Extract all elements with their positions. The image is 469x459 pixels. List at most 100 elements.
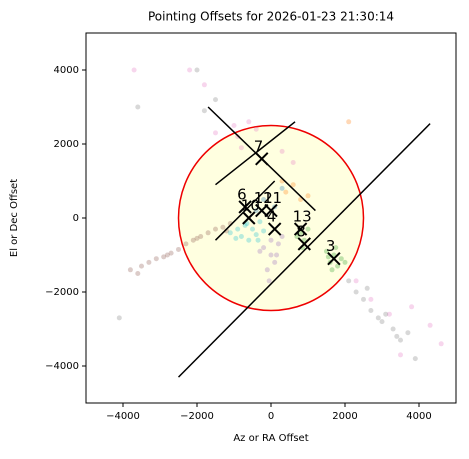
point: [194, 67, 200, 73]
point: [375, 315, 381, 321]
x-tick-label: −2000: [180, 411, 214, 422]
point: [131, 67, 137, 73]
point: [412, 356, 418, 362]
point: [213, 130, 218, 136]
marker-label: 8: [296, 222, 306, 240]
point: [183, 241, 189, 247]
point: [383, 311, 389, 317]
point: [394, 333, 400, 339]
point: [250, 226, 255, 232]
marker-label: 3: [326, 237, 336, 255]
point: [135, 104, 141, 110]
point: [176, 246, 181, 252]
point: [255, 237, 261, 243]
x-marker: [297, 237, 312, 251]
x-tick-label: 2000: [332, 411, 357, 422]
x-marker: [267, 222, 282, 236]
point: [220, 224, 226, 230]
y-tick-label: 0: [73, 213, 79, 224]
point: [116, 315, 122, 321]
point: [290, 160, 296, 165]
point: [283, 189, 289, 195]
x-marker: [242, 211, 256, 225]
point: [353, 278, 359, 284]
marker-label: 4: [267, 208, 277, 226]
marker-label: 13: [293, 208, 312, 226]
point: [127, 267, 133, 273]
x-axis-label: Az or RA Offset: [233, 433, 308, 444]
point: [201, 108, 207, 114]
point: [409, 304, 415, 310]
point: [227, 230, 233, 236]
point: [368, 296, 374, 302]
point: [235, 226, 241, 232]
point: [279, 185, 285, 191]
point: [305, 193, 311, 199]
x-marker: [238, 200, 252, 214]
point: [361, 296, 366, 302]
point: [379, 319, 385, 325]
point: [275, 241, 281, 247]
point: [390, 326, 396, 332]
offset-line: [214, 180, 276, 241]
point: [305, 226, 311, 232]
point: [438, 341, 444, 347]
point: [246, 119, 252, 125]
point: [324, 248, 329, 254]
point: [238, 234, 244, 239]
point: [213, 97, 218, 103]
point: [342, 259, 348, 265]
target-circle: [177, 124, 365, 312]
point: [346, 278, 352, 284]
point: [261, 197, 267, 202]
y-tick-label: −4000: [45, 361, 79, 372]
offset-line: [177, 123, 431, 378]
point: [187, 67, 193, 73]
point: [231, 123, 237, 128]
point: [139, 263, 144, 269]
point: [164, 252, 170, 258]
point: [338, 256, 344, 262]
point: [290, 182, 296, 188]
offset-line: [215, 121, 296, 186]
point: [353, 289, 359, 295]
point: [153, 256, 159, 262]
x-tick-label: −4000: [106, 411, 140, 422]
point: [201, 82, 207, 88]
point: [198, 234, 204, 239]
point: [233, 235, 239, 241]
x-marker: [327, 251, 341, 266]
y-tick-label: −2000: [45, 287, 79, 298]
point: [257, 248, 263, 254]
point: [364, 285, 370, 291]
marker-label: 10: [241, 197, 260, 215]
point: [135, 271, 141, 276]
point: [329, 267, 335, 273]
point: [194, 235, 200, 241]
point: [253, 126, 259, 132]
point: [161, 254, 167, 260]
point: [398, 337, 403, 343]
point: [386, 311, 392, 317]
x-tick-label: 0: [268, 411, 274, 422]
point: [190, 237, 196, 243]
marker-label: 12: [254, 189, 273, 207]
point: [268, 252, 274, 258]
point: [261, 228, 267, 234]
point: [253, 232, 259, 238]
point: [253, 208, 259, 214]
point: [274, 252, 280, 258]
point: [268, 237, 274, 243]
point: [427, 322, 433, 328]
point: [398, 352, 403, 358]
point: [257, 219, 263, 225]
point: [205, 230, 211, 236]
point: [213, 226, 218, 232]
x-tick-label: 4000: [406, 411, 431, 422]
point: [272, 259, 278, 265]
marker-label: 11: [263, 189, 282, 207]
marker-label: 7: [254, 137, 264, 155]
point: [333, 245, 339, 251]
point: [279, 234, 285, 239]
